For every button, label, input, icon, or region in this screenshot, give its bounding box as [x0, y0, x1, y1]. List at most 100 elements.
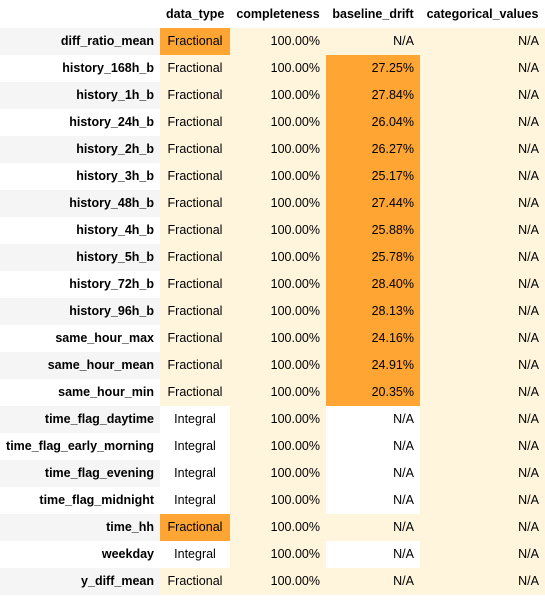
cell-categorical-values: N/A	[420, 136, 545, 163]
row-label: time_flag_early_morning	[0, 433, 160, 460]
cell-categorical-values: N/A	[420, 298, 545, 325]
cell-data-type: Fractional	[160, 190, 230, 217]
cell-completeness: 100.00%	[230, 244, 326, 271]
cell-baseline-drift: 26.27%	[326, 136, 420, 163]
cell-categorical-values: N/A	[420, 541, 545, 568]
row-label: same_hour_max	[0, 325, 160, 352]
cell-completeness: 100.00%	[230, 406, 326, 433]
cell-data-type: Fractional	[160, 109, 230, 136]
cell-categorical-values: N/A	[420, 244, 545, 271]
row-label: time_hh	[0, 514, 160, 541]
table-row: time_flag_midnight Integral 100.00% N/A N/A	[0, 487, 545, 514]
cell-categorical-values: N/A	[420, 568, 545, 595]
cell-categorical-values: N/A	[420, 217, 545, 244]
table-row: history_48h_b Fractional 100.00% 27.44% N/A	[0, 190, 545, 217]
cell-baseline-drift: 27.44%	[326, 190, 420, 217]
table-row: time_flag_daytime Integral 100.00% N/A N/A	[0, 406, 545, 433]
cell-data-type: Integral	[160, 541, 230, 568]
table-row: history_168h_b Fractional 100.00% 27.25% N/A	[0, 55, 545, 82]
column-header-data-type: data_type	[160, 0, 230, 28]
table-row: history_96h_b Fractional 100.00% 28.13% N/A	[0, 298, 545, 325]
cell-categorical-values: N/A	[420, 379, 545, 406]
cell-completeness: 100.00%	[230, 514, 326, 541]
table-row: history_2h_b Fractional 100.00% 26.27% N/A	[0, 136, 545, 163]
cell-completeness: 100.00%	[230, 136, 326, 163]
cell-baseline-drift: 20.35%	[326, 379, 420, 406]
cell-baseline-drift: N/A	[326, 487, 420, 514]
table-row: same_hour_min Fractional 100.00% 20.35% N/A	[0, 379, 545, 406]
table-row: history_72h_b Fractional 100.00% 28.40% N/A	[0, 271, 545, 298]
cell-data-type: Integral	[160, 487, 230, 514]
cell-completeness: 100.00%	[230, 487, 326, 514]
row-label: history_2h_b	[0, 136, 160, 163]
row-label: time_flag_daytime	[0, 406, 160, 433]
cell-completeness: 100.00%	[230, 379, 326, 406]
cell-categorical-values: N/A	[420, 352, 545, 379]
cell-baseline-drift: 25.78%	[326, 244, 420, 271]
cell-baseline-drift: 24.91%	[326, 352, 420, 379]
cell-categorical-values: N/A	[420, 433, 545, 460]
cell-data-type: Fractional	[160, 244, 230, 271]
cell-completeness: 100.00%	[230, 163, 326, 190]
cell-baseline-drift: 25.88%	[326, 217, 420, 244]
row-label: y_diff_mean	[0, 568, 160, 595]
cell-data-type: Integral	[160, 406, 230, 433]
row-label: time_flag_evening	[0, 460, 160, 487]
row-label: history_24h_b	[0, 109, 160, 136]
cell-baseline-drift: N/A	[326, 568, 420, 595]
cell-completeness: 100.00%	[230, 28, 326, 55]
column-header-completeness: completeness	[230, 0, 326, 28]
table-row: history_4h_b Fractional 100.00% 25.88% N/A	[0, 217, 545, 244]
cell-baseline-drift: 24.16%	[326, 325, 420, 352]
row-label: history_4h_b	[0, 217, 160, 244]
cell-completeness: 100.00%	[230, 298, 326, 325]
row-label: history_168h_b	[0, 55, 160, 82]
cell-baseline-drift: 27.25%	[326, 55, 420, 82]
cell-completeness: 100.00%	[230, 109, 326, 136]
cell-baseline-drift: N/A	[326, 460, 420, 487]
cell-completeness: 100.00%	[230, 541, 326, 568]
column-header-baseline-drift: baseline_drift	[326, 0, 420, 28]
cell-categorical-values: N/A	[420, 55, 545, 82]
cell-data-type: Integral	[160, 433, 230, 460]
row-label: same_hour_min	[0, 379, 160, 406]
cell-data-type: Fractional	[160, 352, 230, 379]
cell-completeness: 100.00%	[230, 55, 326, 82]
table-row: time_flag_evening Integral 100.00% N/A N/A	[0, 460, 545, 487]
cell-baseline-drift: N/A	[326, 541, 420, 568]
cell-categorical-values: N/A	[420, 190, 545, 217]
cell-categorical-values: N/A	[420, 109, 545, 136]
row-label: history_3h_b	[0, 163, 160, 190]
cell-completeness: 100.00%	[230, 352, 326, 379]
header-row: data_type completeness baseline_drift ca…	[0, 0, 545, 28]
cell-completeness: 100.00%	[230, 271, 326, 298]
cell-completeness: 100.00%	[230, 460, 326, 487]
cell-completeness: 100.00%	[230, 568, 326, 595]
row-label: history_1h_b	[0, 82, 160, 109]
cell-data-type: Fractional	[160, 136, 230, 163]
cell-completeness: 100.00%	[230, 190, 326, 217]
table-row: time_hh Fractional 100.00% N/A N/A	[0, 514, 545, 541]
cell-data-type: Fractional	[160, 271, 230, 298]
cell-categorical-values: N/A	[420, 460, 545, 487]
cell-baseline-drift: 26.04%	[326, 109, 420, 136]
cell-categorical-values: N/A	[420, 406, 545, 433]
table-row: history_24h_b Fractional 100.00% 26.04% N/A	[0, 109, 545, 136]
cell-baseline-drift: N/A	[326, 28, 420, 55]
table-row: history_3h_b Fractional 100.00% 25.17% N/A	[0, 163, 545, 190]
cell-categorical-values: N/A	[420, 271, 545, 298]
cell-completeness: 100.00%	[230, 433, 326, 460]
table-row: time_flag_early_morning Integral 100.00% N/…	[0, 433, 545, 460]
row-label: history_5h_b	[0, 244, 160, 271]
cell-categorical-values: N/A	[420, 28, 545, 55]
cell-categorical-values: N/A	[420, 82, 545, 109]
cell-data-type: Fractional	[160, 28, 230, 55]
column-header-categorical-values: categorical_values	[420, 0, 545, 28]
cell-completeness: 100.00%	[230, 325, 326, 352]
row-label: history_48h_b	[0, 190, 160, 217]
table-row: weekday Integral 100.00% N/A N/A	[0, 541, 545, 568]
cell-baseline-drift: N/A	[326, 406, 420, 433]
cell-data-type: Fractional	[160, 55, 230, 82]
cell-data-type: Fractional	[160, 163, 230, 190]
cell-baseline-drift: 27.84%	[326, 82, 420, 109]
